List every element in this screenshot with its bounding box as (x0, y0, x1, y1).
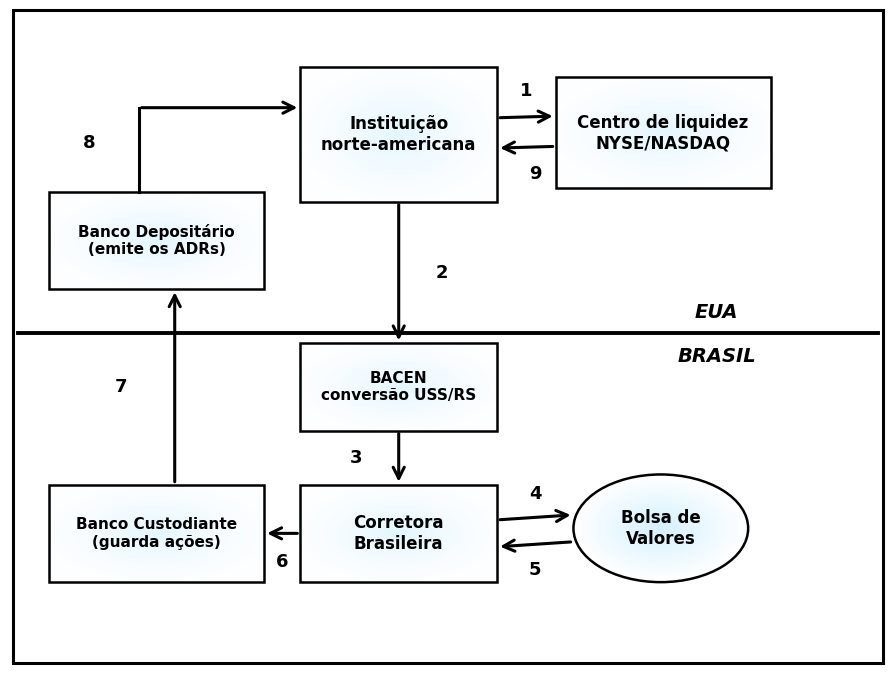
Text: Banco Custodiante
(guarda ações): Banco Custodiante (guarda ações) (76, 517, 237, 550)
Text: BACEN
conversão USS/RS: BACEN conversão USS/RS (321, 371, 477, 403)
FancyBboxPatch shape (300, 485, 497, 582)
FancyBboxPatch shape (49, 485, 264, 582)
Text: Corretora
Brasileira: Corretora Brasileira (353, 514, 444, 553)
Text: 3: 3 (349, 449, 362, 466)
Text: 6: 6 (276, 553, 289, 571)
Text: BRASIL: BRASIL (677, 347, 756, 366)
Text: 8: 8 (83, 134, 96, 152)
FancyBboxPatch shape (300, 343, 497, 431)
Text: 1: 1 (521, 82, 532, 100)
Text: 9: 9 (530, 165, 541, 182)
FancyBboxPatch shape (49, 192, 264, 289)
Text: Instituição
norte-americana: Instituição norte-americana (321, 115, 477, 154)
Text: 7: 7 (115, 378, 127, 396)
Text: 2: 2 (435, 264, 448, 281)
FancyBboxPatch shape (13, 10, 883, 663)
Text: EUA: EUA (695, 304, 738, 322)
Text: Banco Depositário
(emite os ADRs): Banco Depositário (emite os ADRs) (79, 224, 235, 257)
Text: Bolsa de
Valores: Bolsa de Valores (621, 509, 701, 548)
Text: 4: 4 (530, 485, 541, 503)
Text: Centro de liquidez
NYSE/NASDAQ: Centro de liquidez NYSE/NASDAQ (577, 114, 749, 152)
FancyBboxPatch shape (556, 77, 771, 188)
FancyBboxPatch shape (300, 67, 497, 202)
Ellipse shape (573, 474, 748, 582)
Text: 5: 5 (530, 561, 541, 579)
